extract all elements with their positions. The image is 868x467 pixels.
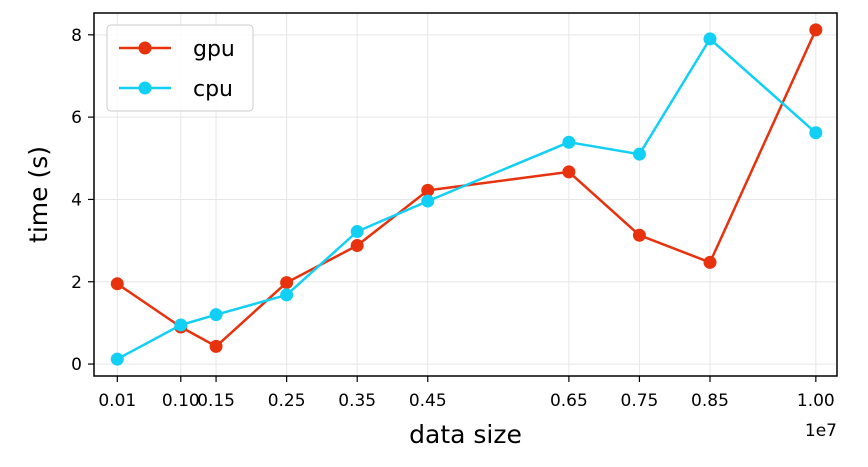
data-point-gpu (110, 277, 124, 291)
y-tick-label: 8 (71, 26, 82, 46)
legend-label-gpu: gpu (193, 37, 235, 62)
x-tick-label: 0.45 (409, 391, 447, 411)
legend-item-cpu: cpu (119, 77, 233, 102)
data-point-gpu (703, 255, 717, 269)
legend-label-cpu: cpu (193, 77, 233, 102)
y-tick-label: 2 (71, 273, 82, 293)
x-axis-title: data size (409, 420, 522, 449)
y-tick-label: 6 (71, 108, 82, 128)
legend-marker-cpu (138, 81, 152, 95)
x-tick-label: 0.01 (98, 391, 136, 411)
data-point-cpu (174, 318, 188, 332)
series-gpu (110, 23, 823, 353)
x-tick-label: 0.85 (691, 391, 729, 411)
data-point-gpu (809, 23, 823, 37)
data-point-cpu (562, 135, 576, 149)
data-point-gpu (280, 276, 294, 290)
plot-frame (93, 12, 838, 377)
y-tick-label: 0 (71, 355, 82, 375)
x-tick-label: 0.65 (550, 391, 588, 411)
data-point-cpu (280, 288, 294, 302)
data-point-cpu (421, 194, 435, 208)
data-point-gpu (350, 239, 364, 253)
data-point-cpu (632, 147, 646, 161)
series-layer (110, 23, 823, 366)
series-cpu (110, 32, 823, 366)
y-tick-label: 4 (71, 190, 82, 210)
y-axis: 0 2 4 6 8 (71, 26, 94, 375)
data-point-gpu (632, 228, 646, 242)
x-tick-label: 1.00 (797, 391, 835, 411)
legend-item-gpu: gpu (119, 37, 235, 62)
legend-marker-gpu (138, 41, 152, 55)
data-point-cpu (350, 225, 364, 239)
x-tick-label: 0.10 (162, 391, 200, 411)
series-line-cpu (116, 37, 817, 361)
series-line-gpu (116, 29, 817, 348)
legend: gpu cpu (106, 24, 254, 112)
data-point-cpu (209, 308, 223, 322)
x-axis-offset-label: 1e7 (805, 421, 837, 441)
x-tick-label: 0.35 (338, 391, 376, 411)
data-point-gpu (421, 183, 435, 197)
x-tick-label: 0.15 (197, 391, 235, 411)
data-point-cpu (110, 352, 124, 366)
x-axis: 0.01 0.100.15 0.25 0.35 0.45 0.65 0.75 0.85 1.00 (98, 376, 835, 411)
data-point-cpu (809, 126, 823, 140)
data-point-cpu (703, 32, 717, 46)
y-axis-title: time (s) (24, 146, 53, 243)
data-point-gpu (562, 165, 576, 179)
x-tick-label: 0.25 (268, 391, 306, 411)
data-point-gpu (209, 339, 223, 353)
x-tick-label: 0.75 (621, 391, 659, 411)
